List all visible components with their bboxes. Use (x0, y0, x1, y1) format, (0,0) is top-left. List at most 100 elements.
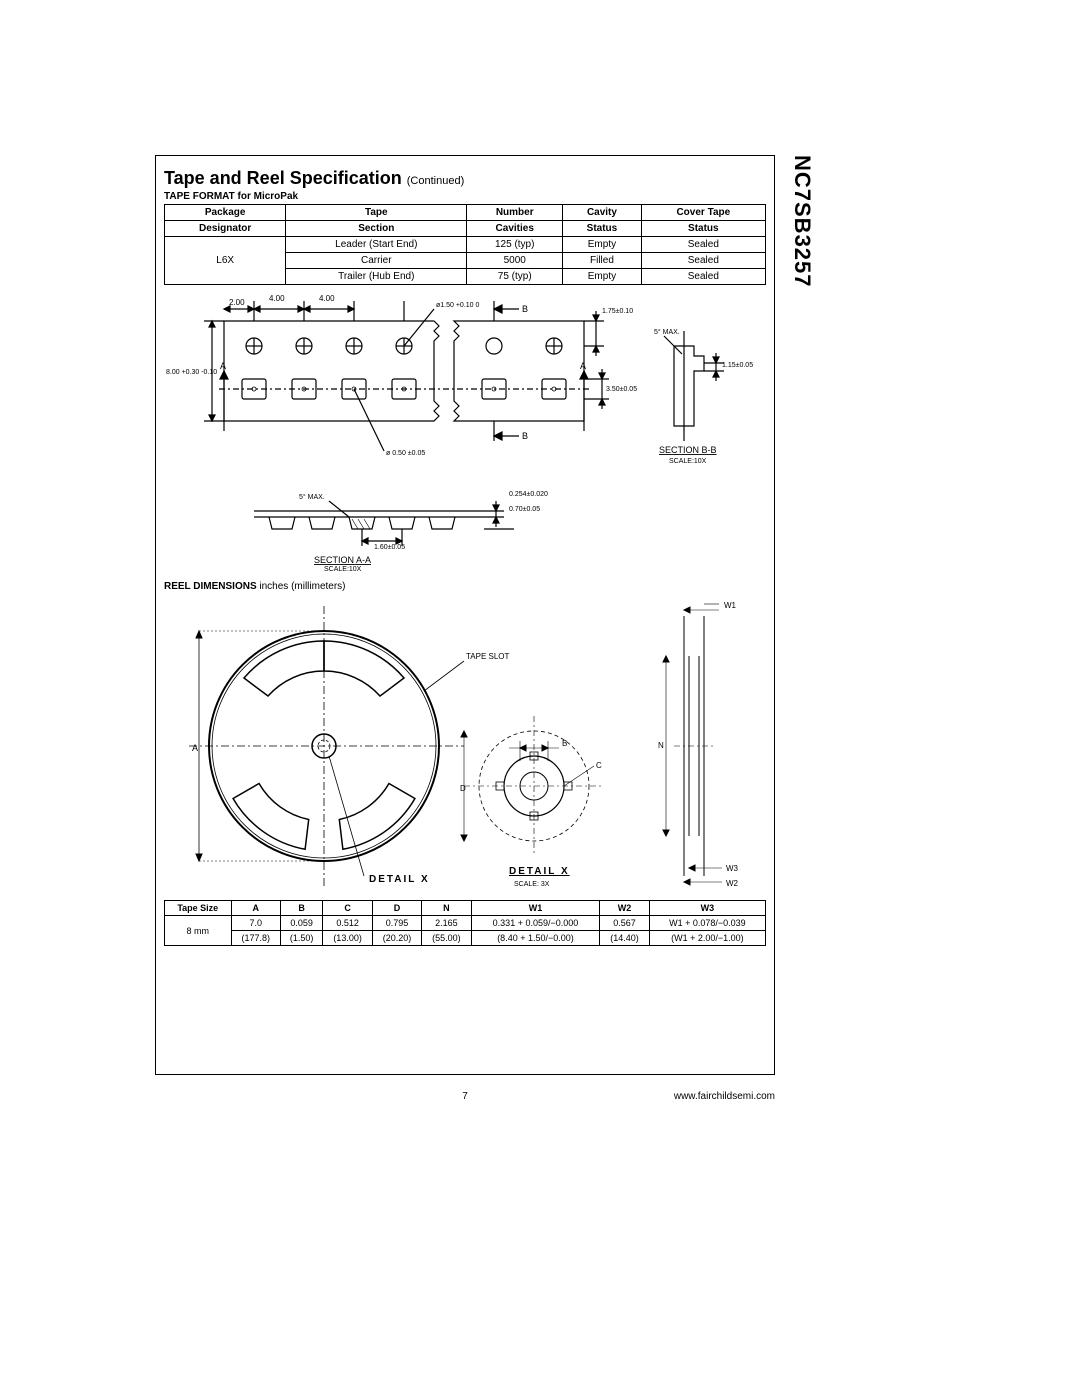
table-header-row: Package Tape Number Cavity Cover Tape (165, 205, 766, 221)
th: W3 (649, 901, 765, 916)
dim-label: 1.75±0.10 (602, 308, 633, 315)
th: W2 (600, 901, 649, 916)
table-header-row: Designator Section Cavities Status Statu… (165, 221, 766, 237)
title-suffix: (Continued) (407, 175, 464, 187)
scale-label: SCALE:10X (324, 566, 362, 571)
td: Sealed (641, 269, 765, 285)
td: (1.50) (280, 931, 322, 946)
reel-heading-units: inches (millimeters) (257, 581, 346, 592)
th-designator: Designator (165, 221, 286, 237)
reel-diagram-svg: TAPE SLOT A DETAIL X (164, 596, 764, 896)
td: 0.331 + 0.059/−0.000 (471, 916, 600, 931)
td: Filled (563, 253, 641, 269)
td: (55.00) (422, 931, 471, 946)
td: (14.40) (600, 931, 649, 946)
dim-label: 5° MAX. (299, 493, 325, 501)
td: 2.165 (422, 916, 471, 931)
label-w3: W3 (726, 864, 739, 873)
dim-label: A (580, 361, 586, 371)
dim-label: 5° MAX. (654, 328, 680, 336)
td: 0.567 (600, 916, 649, 931)
label-n: N (658, 741, 664, 750)
label-w2: W2 (726, 879, 739, 888)
reel-diagram: TAPE SLOT A DETAIL X (164, 596, 766, 896)
label-tape-slot: TAPE SLOT (466, 652, 510, 661)
th: N (422, 901, 471, 916)
th-covertape: Cover Tape (641, 205, 765, 221)
label-c: C (596, 761, 602, 770)
reel-heading-bold: REEL DIMENSIONS (164, 581, 257, 592)
tape-diagram-svg: 4.00 2.00 4.00 ø1.50 +0.10 0 B 1.75±0.10… (164, 291, 764, 571)
page: NC7SB3257 Tape and Reel Specification (C… (0, 0, 1080, 1397)
dim-label: 3.50±0.05 (606, 386, 637, 393)
dim-label: ø 0.50 ±0.05 (386, 450, 425, 457)
content-frame: Tape and Reel Specification (Continued) … (155, 155, 775, 1075)
th: D (372, 901, 421, 916)
th: Tape Size (165, 901, 232, 916)
table-row: (177.8) (1.50) (13.00) (20.20) (55.00) (… (165, 931, 766, 946)
dim-label: 4.00 (269, 294, 285, 303)
td: Empty (563, 237, 641, 253)
td: 125 (typ) (467, 237, 563, 253)
reel-dimensions-heading: REEL DIMENSIONS inches (millimeters) (164, 581, 766, 592)
dim-label: ø1.50 +0.10 0 (436, 302, 480, 309)
td-tape-size: 8 mm (165, 916, 232, 946)
scale-label: SCALE:10X (669, 458, 707, 465)
label-detail-x-left: DETAIL X (369, 874, 430, 885)
th-number: Number (467, 205, 563, 221)
section-label: SECTION A-A (314, 555, 371, 565)
th-status1: Status (563, 221, 641, 237)
td: Carrier (286, 253, 467, 269)
th-cavities: Cavities (467, 221, 563, 237)
th: A (231, 901, 280, 916)
table-row: 8 mm 7.0 0.059 0.512 0.795 2.165 0.331 +… (165, 916, 766, 931)
td: 0.512 (323, 916, 372, 931)
td: (20.20) (372, 931, 421, 946)
th: B (280, 901, 322, 916)
td: 5000 (467, 253, 563, 269)
dim-label: 2.00 (229, 298, 245, 307)
page-footer: 7 www.fairchildsemi.com (155, 1091, 775, 1102)
th-tape: Tape (286, 205, 467, 221)
td: 0.795 (372, 916, 421, 931)
dim-label: B (522, 304, 528, 314)
label-w1: W1 (724, 601, 737, 610)
td: Sealed (641, 237, 765, 253)
table-header-row: Tape Size A B C D N W1 W2 W3 (165, 901, 766, 916)
reel-dimensions-table: Tape Size A B C D N W1 W2 W3 8 mm 7.0 0.… (164, 900, 766, 946)
dim-label: B (522, 431, 528, 441)
th: W1 (471, 901, 600, 916)
td-package-designator: L6X (165, 237, 286, 285)
label-b: B (562, 739, 567, 748)
td: Leader (Start End) (286, 237, 467, 253)
tape-diagram: 4.00 2.00 4.00 ø1.50 +0.10 0 B 1.75±0.10… (164, 291, 766, 571)
td: (8.40 + 1.50/−0.00) (471, 931, 600, 946)
dim-label: 1.60±0.05 (374, 544, 405, 551)
th-cavity: Cavity (563, 205, 641, 221)
td: 75 (typ) (467, 269, 563, 285)
dim-label: A (220, 361, 226, 371)
tape-format-table: Package Tape Number Cavity Cover Tape De… (164, 204, 766, 285)
dim-label: 4.00 (319, 294, 335, 303)
dim-label: 1.15±0.05 (722, 362, 753, 369)
page-title: Tape and Reel Specification (Continued) (164, 168, 766, 189)
th: C (323, 901, 372, 916)
th-status2: Status (641, 221, 765, 237)
dim-label: 0.254±0.020 (509, 491, 548, 498)
label-a: A (192, 743, 198, 753)
td: (W1 + 2.00/−1.00) (649, 931, 765, 946)
dim-label: 0.70±0.05 (509, 506, 540, 513)
footer-url: www.fairchildsemi.com (674, 1091, 775, 1102)
td: 7.0 (231, 916, 280, 931)
title-text: Tape and Reel Specification (164, 168, 402, 188)
table-row: L6X Leader (Start End) 125 (typ) Empty S… (165, 237, 766, 253)
td: W1 + 0.078/−0.039 (649, 916, 765, 931)
label-d: D (460, 784, 466, 793)
part-number-vertical: NC7SB3257 (789, 155, 815, 288)
td: 0.059 (280, 916, 322, 931)
section-label: SECTION B-B (659, 445, 717, 455)
th-section: Section (286, 221, 467, 237)
th-package: Package (165, 205, 286, 221)
dim-label: 8.00 +0.30 -0.10 (166, 369, 217, 376)
td: Sealed (641, 253, 765, 269)
